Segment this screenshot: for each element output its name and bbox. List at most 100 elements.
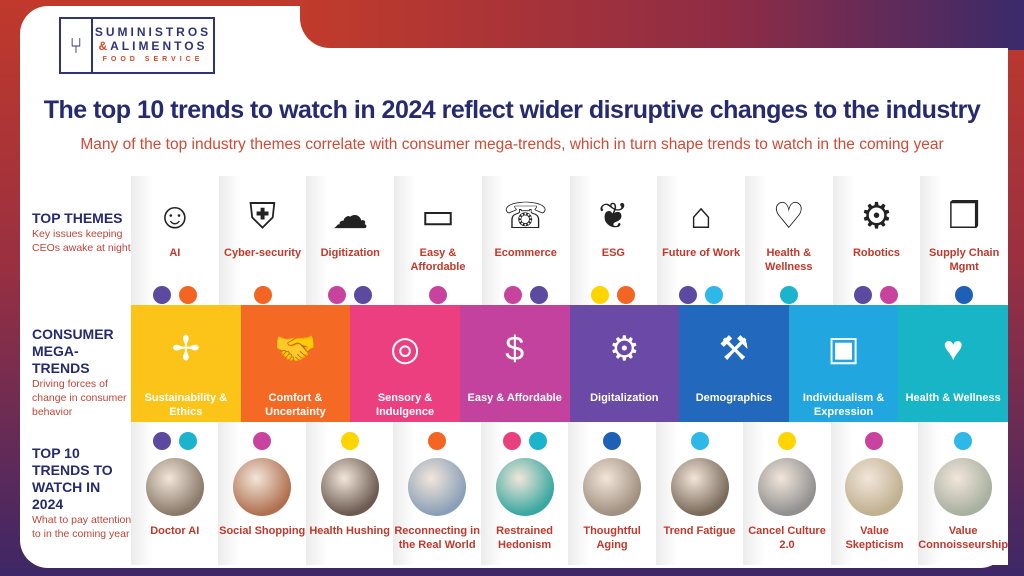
theme-item: ❒ Supply Chain Mgmt (920, 176, 1009, 305)
mega-trend-label: Sensory & Indulgence (376, 392, 435, 418)
color-dot (778, 432, 797, 450)
robot-icon: ⚙ (860, 195, 893, 236)
color-dot (529, 286, 548, 304)
header-notch (300, 0, 1020, 48)
indicator-dots (603, 432, 622, 450)
theme-item: ☏ Ecommerce (481, 176, 570, 305)
shield-laptop-icon: ⛨ (249, 195, 277, 236)
indicator-dots (778, 432, 797, 450)
theme-item: ⚙ Robotics (832, 176, 921, 305)
color-dot (428, 286, 447, 304)
trend-item: Thoughtful Aging (568, 422, 656, 565)
color-dot (591, 286, 610, 304)
mega-trends-title: CONSUMER MEGA-TRENDS (32, 326, 114, 376)
indicator-dots (865, 432, 884, 450)
trend-photo (233, 458, 292, 516)
theme-label: Digitization (320, 247, 380, 259)
mega-trends-desc: Driving forces of change in consumer beh… (32, 378, 127, 418)
trend-label: Restrained Hedonism (496, 525, 554, 551)
page-subtitle: Many of the top industry themes correlat… (80, 136, 944, 153)
color-dot (340, 432, 359, 450)
theme-label: Ecommerce (494, 247, 557, 259)
trend-label: Health Hushing (309, 525, 390, 537)
indicator-dots (152, 286, 197, 304)
trend-photo (408, 458, 467, 516)
top-trends-label: TOP 10 TRENDS TO WATCH IN 2024 What to p… (32, 445, 132, 541)
color-dot (503, 286, 522, 304)
mega-trend-item: ✢ Sustainability & Ethics (131, 305, 241, 422)
trend-item: Value Skepticism (830, 422, 919, 565)
indicator-dots (253, 432, 272, 450)
handshake-icon: 🤝 (274, 330, 317, 368)
mega-trend-item: 🤝 Comfort & Uncertainty (240, 305, 351, 422)
trend-photo (583, 458, 642, 516)
trend-label: Value Connoisseurship (918, 525, 1009, 551)
mega-trend-label: Health & Wellness (905, 392, 1001, 404)
house-briefcase-icon: ⌂ (690, 195, 712, 236)
color-dot (354, 286, 373, 304)
mega-trend-item: ⚙ Digitalization (569, 305, 680, 422)
trend-photo (495, 458, 554, 516)
color-dot (152, 286, 171, 304)
indicator-dots (690, 432, 709, 450)
theme-label: Robotics (852, 247, 900, 259)
logo-amp: & (98, 39, 111, 53)
color-dot (779, 286, 798, 304)
wind-turbine-icon: ✢ (171, 330, 201, 368)
mega-trend-label: Digitalization (590, 392, 659, 404)
indicator-dots (328, 286, 373, 304)
trend-photo (145, 458, 204, 516)
trend-photo (320, 458, 379, 516)
mega-trend-label: Sustainability & Ethics (144, 392, 228, 418)
theme-label: Future of Work (662, 247, 741, 259)
top-themes-desc: Key issues keeping CEOs awake at night (32, 228, 131, 254)
top-themes-row: ☺ AI ⛨ Cyber-security ☁ Digitization ▭ Easy & A… (131, 176, 1009, 305)
indicator-dots (854, 286, 899, 304)
hands-plant-icon: ❦ (598, 195, 629, 236)
top-themes-title: TOP THEMES (32, 210, 123, 226)
trend-item: Restrained Hedonism (480, 422, 569, 565)
indicator-dots (253, 286, 272, 304)
coins-icon: $ (505, 330, 525, 368)
theme-label: Cyber-security (224, 247, 302, 259)
trend-item: Health Hushing (305, 422, 394, 565)
color-dot (253, 432, 272, 450)
box-network-icon: ❒ (948, 195, 981, 236)
theme-label: Easy & Affordable (410, 247, 466, 273)
mega-trend-item: ◎ Sensory & Indulgence (350, 305, 460, 422)
theme-item: ⛨ Cyber-security (218, 176, 307, 305)
theme-item: ⌂ Future of Work (657, 176, 745, 305)
color-dot (603, 432, 622, 450)
logo: ⑂ SUMINISTROS &ALIMENTOS FOOD SERVICE (59, 17, 215, 74)
top-trends-row: Doctor AI Social Shopping Health Hushing Re… (131, 422, 1009, 565)
crane-icon: ⚒ (718, 330, 750, 368)
cloud-network-icon: ☁ (332, 195, 369, 236)
color-dot (880, 286, 899, 304)
logo-line3: FOOD SERVICE (102, 56, 204, 63)
trend-label: Doctor AI (150, 525, 200, 537)
theme-label: Health & Wellness (765, 247, 813, 273)
indicator-dots (955, 286, 974, 304)
trend-item: Doctor AI (131, 422, 219, 565)
color-dot (679, 286, 698, 304)
indicator-dots (503, 286, 548, 304)
color-dot (178, 432, 197, 450)
indicator-dots (779, 286, 798, 304)
trend-item: Social Shopping (218, 422, 306, 565)
indicator-dots (340, 432, 359, 450)
color-dot (152, 432, 171, 450)
credit-card-icon: ▭ (420, 195, 455, 236)
top-trends-title: TOP 10 TRENDS TO WATCH IN 2024 (32, 445, 113, 512)
theme-item: ▭ Easy & Affordable (394, 176, 482, 305)
mega-trend-label: Comfort & Uncertainty (265, 392, 326, 418)
phone-cart-icon: ☏ (503, 195, 549, 236)
logo-line1: SUMINISTROS (94, 25, 212, 39)
color-dot (178, 286, 197, 304)
theme-item: ❦ ESG (569, 176, 658, 305)
color-dot (690, 432, 709, 450)
top-trends-desc: What to pay attention to in the coming y… (32, 514, 132, 540)
color-dot (617, 286, 636, 304)
mega-trend-item: ▣ Individualism & Expression (788, 305, 899, 422)
trend-label: Social Shopping (219, 525, 306, 537)
trend-photo (670, 458, 729, 516)
